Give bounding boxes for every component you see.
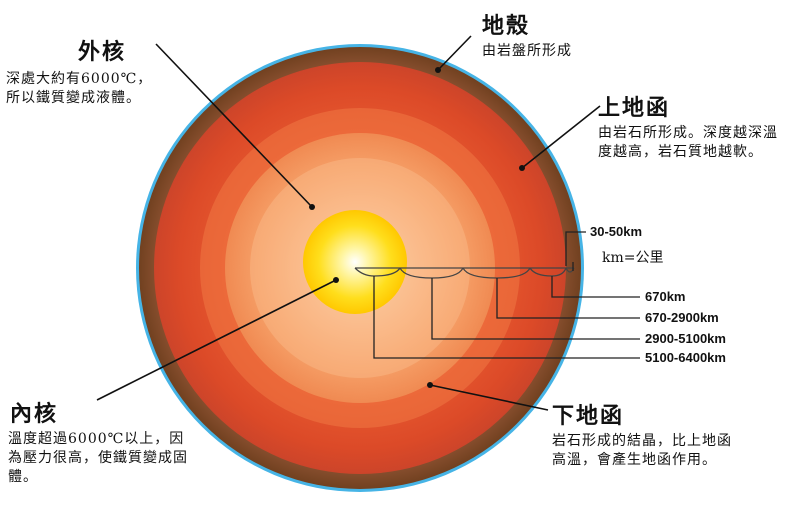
label-pointers <box>96 35 601 411</box>
crust-title: 地殼 <box>482 13 531 39</box>
leader-upper-mantle <box>551 276 640 298</box>
km-note: km=公里 <box>602 250 664 266</box>
crust-description: 由岩盤所形成 <box>482 43 572 59</box>
depth-label-outer-core: 2900-5100km <box>645 331 726 346</box>
outer-core-title: 外核 <box>78 39 127 65</box>
leader-crust <box>565 231 586 266</box>
leader-inner-core <box>373 276 640 359</box>
depth-label-inner-core: 5100-6400km <box>645 350 726 365</box>
pointer-inner-core <box>96 279 337 401</box>
dot-lower-mantle <box>427 382 433 388</box>
dot-crust <box>435 67 441 73</box>
leader-outer-core <box>431 278 640 340</box>
depth-label-upper-mantle: 670km <box>645 289 686 304</box>
dot-outer-core <box>309 204 315 210</box>
dot-inner-core <box>333 277 339 283</box>
pointer-outer-core <box>155 43 313 208</box>
depth-label-crust: 30-50km <box>590 224 643 239</box>
dot-upper-mantle <box>519 165 525 171</box>
pointer-dots <box>309 67 525 388</box>
pointer-crust <box>437 35 472 71</box>
leader-lower-mantle <box>496 278 640 319</box>
lower-mantle-description: 岩石形成的結晶，比上地函高溫，會產生地函作用。 <box>552 433 732 468</box>
depth-label-lower-mantle: 670-2900km <box>645 310 719 325</box>
pointer-lower-mantle <box>429 384 549 411</box>
upper-mantle-description: 由岩石所形成。深度越深溫度越高，岩石質地越軟。 <box>598 125 778 160</box>
inner-core-layer <box>303 210 407 314</box>
lower-mantle-title: 下地函 <box>552 403 625 429</box>
inner-core-description: 溫度超過6000℃以上，因為壓力很高，使鐵質變成固體。 <box>8 431 188 485</box>
depth-leaders <box>373 231 640 359</box>
inner-core-title: 內核 <box>10 401 59 427</box>
pointer-upper-mantle <box>521 105 601 169</box>
outer-core-description: 深處大約有6000℃，所以鐵質變成液體。 <box>6 71 153 106</box>
upper-mantle-title: 上地函 <box>598 95 671 121</box>
